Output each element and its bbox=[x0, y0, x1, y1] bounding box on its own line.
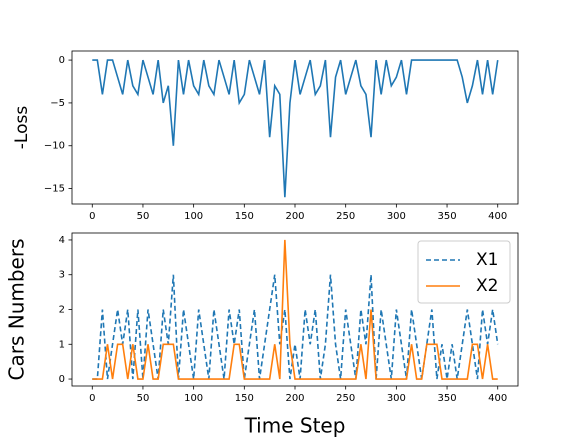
x-tick-label: 50 bbox=[137, 393, 150, 404]
data-line bbox=[92, 59, 499, 198]
x-tick-label: 350 bbox=[437, 393, 456, 404]
x-tick-label: 150 bbox=[235, 211, 254, 222]
x-tick-label: 100 bbox=[184, 393, 203, 404]
x-tick-label: 300 bbox=[387, 393, 406, 404]
axes-frame bbox=[71, 50, 519, 205]
x-tick-label: 400 bbox=[488, 211, 507, 222]
x-tick-label: 200 bbox=[285, 211, 304, 222]
x-tick-label: 400 bbox=[488, 393, 507, 404]
y-tick-label: −15 bbox=[44, 184, 65, 195]
y-tick-label: 4 bbox=[59, 235, 65, 246]
y-tick-label: 0 bbox=[59, 374, 65, 385]
x-axis-label: Time Step bbox=[244, 414, 346, 438]
y-tick-label: 1 bbox=[59, 339, 65, 350]
y-tick-label: 3 bbox=[59, 270, 65, 281]
y-axis-label: -Loss bbox=[12, 106, 32, 150]
x-tick-label: 350 bbox=[437, 211, 456, 222]
data-line bbox=[92, 274, 499, 380]
y-tick-label: 2 bbox=[59, 305, 65, 316]
x-tick-label: 200 bbox=[285, 393, 304, 404]
legend-box bbox=[417, 240, 511, 304]
x-tick-label: 0 bbox=[89, 393, 95, 404]
y-tick-label: −5 bbox=[50, 98, 65, 109]
x-tick-label: 300 bbox=[387, 211, 406, 222]
x-tick-label: 0 bbox=[89, 211, 95, 222]
data-line bbox=[92, 239, 498, 380]
legend-label: X2 bbox=[476, 276, 498, 296]
x-tick-label: 250 bbox=[336, 211, 355, 222]
x-tick-label: 50 bbox=[137, 211, 150, 222]
x-tick-label: 150 bbox=[235, 393, 254, 404]
x-tick-label: 250 bbox=[336, 393, 355, 404]
y-axis-label: Cars Numbers bbox=[5, 239, 29, 381]
legend-label: X1 bbox=[476, 250, 498, 270]
x-tick-label: 100 bbox=[184, 211, 203, 222]
y-tick-label: −10 bbox=[44, 141, 65, 152]
y-tick-label: 0 bbox=[59, 55, 65, 66]
